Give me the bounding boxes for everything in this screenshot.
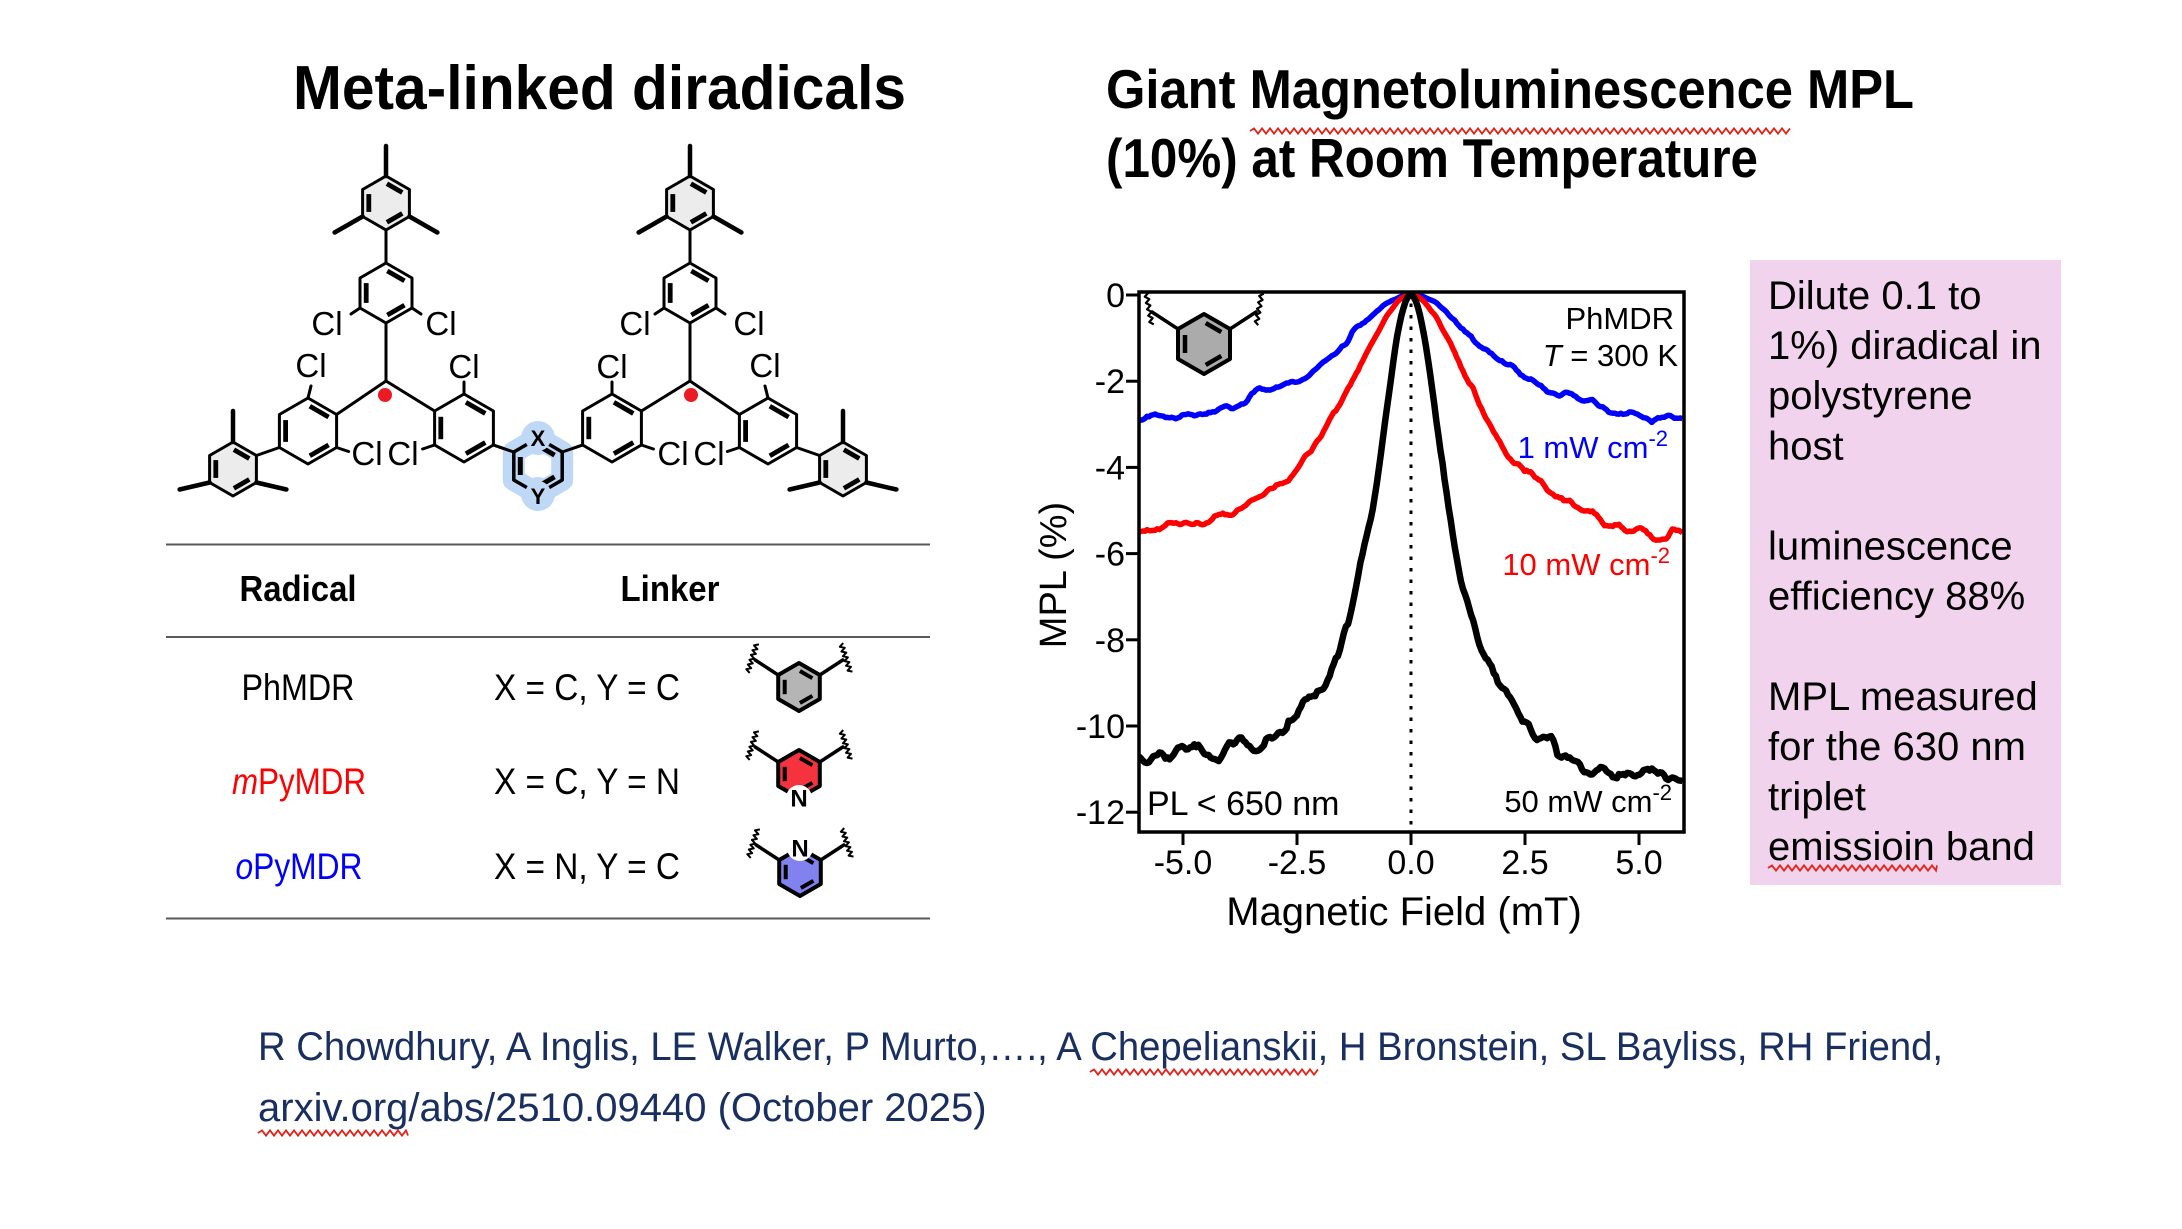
- svg-text:PhMDR: PhMDR: [242, 667, 355, 708]
- svg-text:emissioin band: emissioin band: [1768, 825, 2035, 869]
- svg-text:oPyMDR: oPyMDR: [236, 846, 363, 887]
- svg-text:Dilute 0.1 to: Dilute 0.1 to: [1768, 274, 1981, 318]
- svg-text:mPyMDR: mPyMDR: [232, 761, 366, 802]
- svg-text:5.0: 5.0: [1615, 844, 1662, 882]
- svg-text:(10%) at Room Temperature: (10%) at Room Temperature: [1106, 127, 1758, 189]
- svg-text:X = C, Y = C: X = C, Y = C: [494, 667, 680, 708]
- svg-text:arxiv.org/abs/2510.09440 (Octo: arxiv.org/abs/2510.09440 (October 2025): [258, 1086, 987, 1130]
- svg-text:1%) diradical in: 1%) diradical in: [1768, 324, 2041, 368]
- svg-text:-5.0: -5.0: [1154, 844, 1213, 882]
- svg-text:polystyrene: polystyrene: [1768, 374, 1973, 418]
- svg-text:PL < 650 nm: PL < 650 nm: [1147, 785, 1339, 823]
- svg-text:MPL (%): MPL (%): [1033, 502, 1075, 648]
- svg-text:for the 630 nm: for the 630 nm: [1768, 725, 2026, 769]
- svg-text:Cl: Cl: [619, 305, 650, 342]
- svg-text:Cl: Cl: [387, 435, 418, 472]
- svg-text:Cl: Cl: [733, 305, 764, 342]
- svg-text:X: X: [531, 426, 546, 451]
- svg-text:Linker: Linker: [621, 568, 720, 609]
- svg-text:luminescence: luminescence: [1768, 525, 2013, 569]
- svg-text:Cl: Cl: [657, 435, 688, 472]
- svg-text:host: host: [1768, 424, 1844, 468]
- svg-text:X = N, Y = C: X = N, Y = C: [494, 846, 680, 887]
- svg-text:triplet: triplet: [1768, 775, 1866, 819]
- svg-text:Y: Y: [531, 484, 546, 509]
- svg-text:N: N: [791, 836, 808, 863]
- svg-text:-10: -10: [1076, 708, 1125, 746]
- svg-text:Cl: Cl: [425, 305, 456, 342]
- svg-text:X = C, Y = N: X = C, Y = N: [494, 761, 680, 802]
- svg-text:2.5: 2.5: [1501, 844, 1548, 882]
- svg-text:-6: -6: [1095, 536, 1125, 574]
- svg-text:Radical: Radical: [240, 568, 357, 609]
- svg-text:-12: -12: [1076, 794, 1125, 832]
- svg-text:-2.5: -2.5: [1268, 844, 1327, 882]
- svg-text:-8: -8: [1095, 622, 1125, 660]
- svg-text:1 mW cm-2: 1 mW cm-2: [1518, 426, 1668, 465]
- svg-text:Cl: Cl: [311, 305, 342, 342]
- svg-text:Cl: Cl: [351, 435, 382, 472]
- svg-text:0.0: 0.0: [1387, 844, 1434, 882]
- svg-text:N: N: [790, 786, 807, 813]
- svg-text:Cl: Cl: [693, 435, 724, 472]
- svg-text:Cl: Cl: [749, 347, 780, 384]
- svg-text:50 mW cm-2: 50 mW cm-2: [1504, 780, 1672, 819]
- svg-text:Magnetic Field (mT): Magnetic Field (mT): [1226, 890, 1582, 934]
- svg-text:T = 300 K: T = 300 K: [1543, 338, 1679, 373]
- svg-text:-2: -2: [1095, 363, 1125, 401]
- svg-text:Meta-linked diradicals: Meta-linked diradicals: [293, 54, 906, 123]
- svg-text:efficiency 88%: efficiency 88%: [1768, 575, 2025, 619]
- svg-text:0: 0: [1106, 277, 1125, 315]
- svg-text:-4: -4: [1095, 449, 1125, 487]
- svg-text:Cl: Cl: [448, 348, 479, 385]
- svg-text:PhMDR: PhMDR: [1565, 301, 1674, 336]
- svg-text:10 mW cm-2: 10 mW cm-2: [1502, 543, 1670, 582]
- svg-text:Cl: Cl: [596, 348, 627, 385]
- svg-text:MPL measured: MPL measured: [1768, 675, 2038, 719]
- svg-text:Cl: Cl: [295, 347, 326, 384]
- svg-text:R Chowdhury, A Inglis, LE Walk: R Chowdhury, A Inglis, LE Walker, P Murt…: [258, 1025, 1943, 1069]
- svg-text:Giant Magnetoluminescence MPL: Giant Magnetoluminescence MPL: [1106, 58, 1914, 120]
